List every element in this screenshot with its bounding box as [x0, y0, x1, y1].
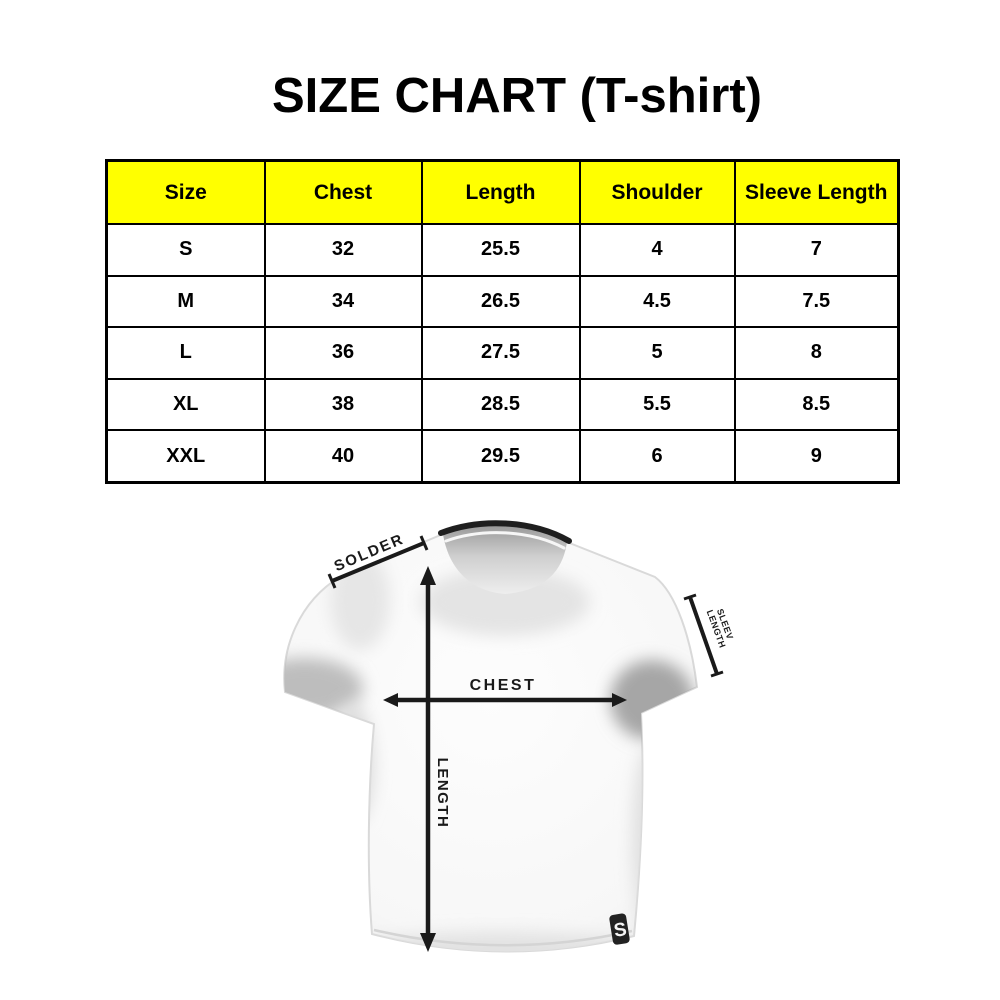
- cell-sleeve-length: 8: [733, 326, 900, 380]
- cell-shoulder: 5: [578, 326, 736, 380]
- chest-label: CHEST: [470, 677, 537, 694]
- cell-size: XL: [105, 377, 266, 432]
- cell-chest: 38: [263, 377, 423, 432]
- col-header-sleeve-length: Sleeve Length: [733, 159, 900, 225]
- cell-sleeve-length: 7: [733, 223, 900, 277]
- col-header-size: Size: [105, 159, 266, 225]
- col-header-length: Length: [420, 159, 581, 225]
- cell-length: 28.5: [420, 377, 581, 432]
- cell-chest: 36: [263, 326, 423, 380]
- cell-size: S: [105, 223, 266, 277]
- col-header-shoulder: Shoulder: [578, 159, 736, 225]
- cell-length: 27.5: [420, 326, 581, 380]
- table-row-xxl: XXL 40 29.5 6 9: [105, 429, 900, 484]
- size-chart-table: Size Chest Length Shoulder Sleeve Length…: [105, 159, 900, 484]
- cell-chest: 40: [263, 429, 423, 484]
- sleeve-label: SLEEV LENGTH: [705, 605, 737, 649]
- cell-length: 26.5: [420, 274, 581, 329]
- brand-tag: S: [609, 913, 630, 945]
- cell-chest: 32: [263, 223, 423, 277]
- cell-sleeve-length: 8.5: [733, 377, 900, 432]
- cell-length: 29.5: [420, 429, 581, 484]
- cell-size: XXL: [105, 429, 266, 484]
- length-label: LENGTH: [434, 758, 451, 829]
- table-header-row: Size Chest Length Shoulder Sleeve Length: [105, 159, 900, 225]
- cell-shoulder: 4: [578, 223, 736, 277]
- collar: [438, 520, 572, 544]
- page-title: SIZE CHART (T-shirt): [272, 69, 762, 123]
- cell-chest: 34: [263, 274, 423, 329]
- cell-sleeve-length: 9: [733, 429, 900, 484]
- cell-size: M: [105, 274, 266, 329]
- cell-sleeve-length: 7.5: [733, 274, 900, 329]
- col-header-chest: Chest: [263, 159, 423, 225]
- table-row-xl: XL 38 28.5 5.5 8.5: [105, 377, 900, 432]
- cell-shoulder: 5.5: [578, 377, 736, 432]
- length-arrow: LENGTH: [420, 566, 451, 952]
- cell-shoulder: 4.5: [578, 274, 736, 329]
- table-row-m: M 34 26.5 4.5 7.5: [105, 274, 900, 329]
- cell-size: L: [105, 326, 266, 380]
- chest-arrow: CHEST: [383, 677, 627, 707]
- table-row-l: L 36 27.5 5 8: [105, 326, 900, 380]
- tshirt-graphic: S: [283, 520, 698, 953]
- cell-length: 25.5: [420, 223, 581, 277]
- table-row-s: S 32 25.5 4 7: [105, 223, 900, 277]
- brand-tag-letter: S: [612, 919, 628, 942]
- neck-opening: [443, 525, 567, 594]
- cell-shoulder: 6: [578, 429, 736, 484]
